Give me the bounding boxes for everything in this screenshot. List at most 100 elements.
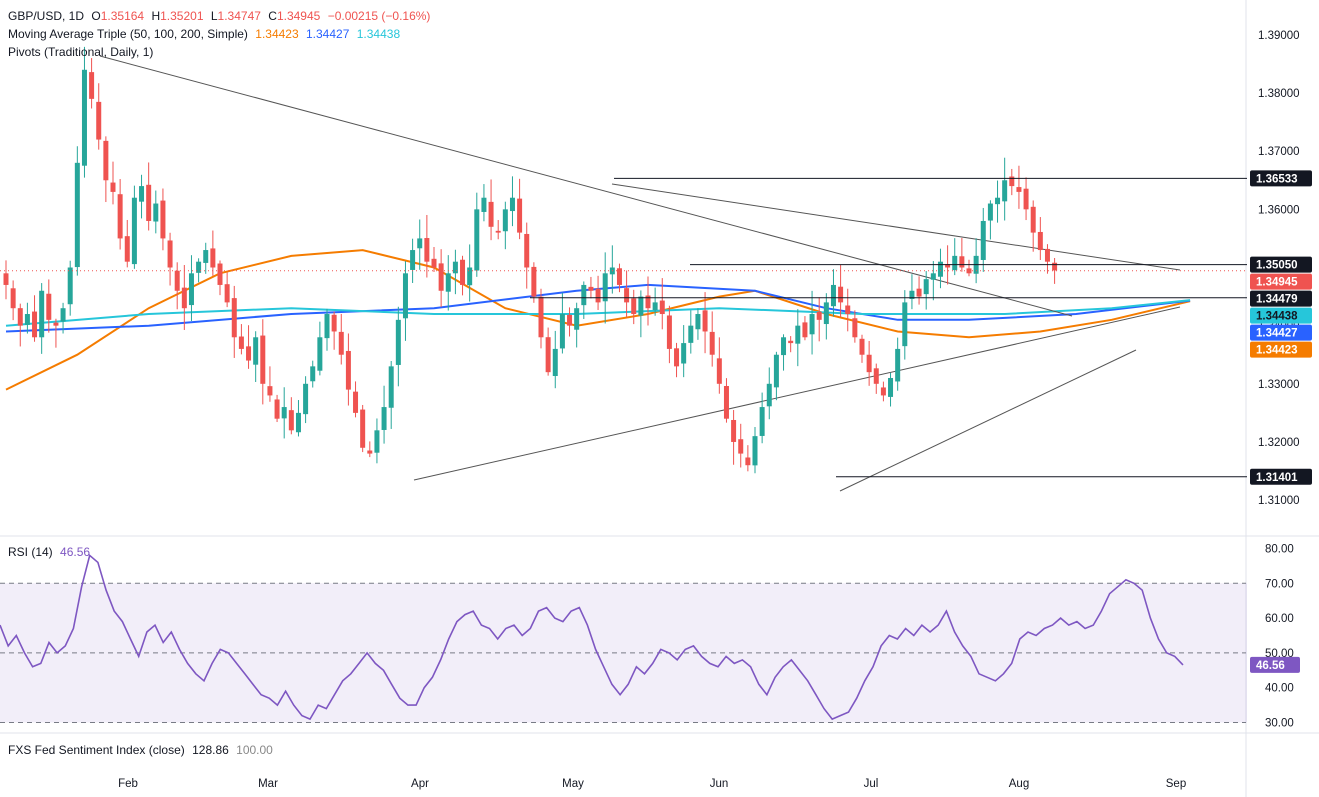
candle-body xyxy=(952,255,958,271)
candle-body xyxy=(959,256,965,268)
candle-body xyxy=(766,383,772,407)
rsi-line xyxy=(0,553,1184,721)
candle-body xyxy=(60,308,66,322)
candle-body xyxy=(167,240,173,268)
candle-body xyxy=(645,295,651,309)
candle-body xyxy=(274,399,280,419)
candle-body xyxy=(153,203,159,222)
pivots-legend[interactable]: Pivots (Traditional, Daily, 1) xyxy=(8,44,157,60)
candle-body xyxy=(3,273,9,285)
rsi-tick-label: 70.00 xyxy=(1265,578,1294,590)
time-tick-label: Sep xyxy=(1166,778,1186,790)
candle-body xyxy=(588,286,594,291)
candle-body xyxy=(324,314,330,339)
candle-body xyxy=(67,267,73,305)
high-label: H xyxy=(151,9,161,23)
candle-body xyxy=(1030,206,1036,233)
candle-body xyxy=(723,386,729,419)
candle-body xyxy=(131,197,137,265)
candle-body xyxy=(317,337,323,371)
candle-body xyxy=(1023,188,1029,210)
candle-body xyxy=(488,201,494,227)
price-tag-label: 1.36533 xyxy=(1256,173,1298,185)
candle-body xyxy=(595,288,601,303)
fxs-label: FXS Fed Sentiment Index (close) xyxy=(8,743,185,757)
candle-body xyxy=(445,273,451,292)
price-tag-badge xyxy=(1250,273,1312,290)
price-tick-label: 1.32000 xyxy=(1258,437,1300,449)
low-label: L xyxy=(210,9,218,23)
price-tag-label: 1.34427 xyxy=(1256,328,1298,340)
price-tag-badge xyxy=(1250,307,1312,324)
candle-body xyxy=(139,186,145,202)
candle-body xyxy=(246,346,252,361)
ma50-value: 1.34423 xyxy=(255,27,299,41)
trendline xyxy=(611,183,1181,271)
price-tag-badge xyxy=(1250,290,1312,307)
candle-body xyxy=(331,314,337,332)
candle-body xyxy=(909,290,915,299)
candle-body xyxy=(360,409,366,448)
candle-body xyxy=(509,197,515,212)
candle-body xyxy=(310,366,316,382)
price-tick-label: 1.36000 xyxy=(1258,204,1300,216)
candle-body xyxy=(688,325,694,343)
candle-body xyxy=(902,302,908,347)
candle-body xyxy=(895,348,901,382)
candle-body xyxy=(945,264,951,268)
candle-body xyxy=(602,273,608,302)
candle-body xyxy=(638,296,644,316)
candle-body xyxy=(795,325,801,344)
price-tag-badge xyxy=(1250,256,1312,273)
ma200-value: 1.34438 xyxy=(356,27,401,41)
rsi-tick-label: 30.00 xyxy=(1265,718,1294,730)
candle-body xyxy=(231,298,237,338)
time-tick-label: Apr xyxy=(411,778,429,790)
candle-body xyxy=(46,293,52,320)
candle-body xyxy=(160,200,166,239)
candle-body xyxy=(987,203,993,221)
ma-legend[interactable]: Moving Average Triple (50, 100, 200, Sim… xyxy=(8,26,404,42)
candle-body xyxy=(395,319,401,365)
rsi-legend[interactable]: RSI (14) 46.56 xyxy=(8,544,94,560)
candle-body xyxy=(923,279,929,295)
candle-body xyxy=(574,308,580,330)
candle-body xyxy=(695,314,701,330)
time-axis[interactable]: Feb Mar Apr May Jun Jul Aug Sep xyxy=(118,778,1186,790)
candle-body xyxy=(616,268,622,285)
candle-body xyxy=(838,286,844,303)
candle-body xyxy=(773,354,779,388)
candle-body xyxy=(417,238,423,249)
candle-body xyxy=(74,162,80,268)
candle-body xyxy=(1016,187,1022,192)
symbol-legend[interactable]: GBP/USD, 1D O1.35164 H1.35201 L1.34747 C… xyxy=(8,8,434,24)
candle-body xyxy=(238,336,244,349)
open-value: 1.35164 xyxy=(100,9,145,23)
candle-body xyxy=(823,302,829,325)
candle-body xyxy=(174,270,180,291)
candle-body xyxy=(89,72,95,99)
candle-body xyxy=(281,407,287,419)
price-tag-badge xyxy=(1250,341,1312,358)
change-value: −0.00215 (−0.16%) xyxy=(327,9,431,23)
time-tick-label: Jul xyxy=(864,778,879,790)
candle-body xyxy=(224,284,230,303)
candle-body xyxy=(196,261,202,273)
candle-body xyxy=(345,350,351,390)
candle-body xyxy=(674,348,680,367)
price-tag-label: 1.35050 xyxy=(1256,260,1298,272)
fxs-legend[interactable]: FXS Fed Sentiment Index (close) 128.86 1… xyxy=(8,742,277,758)
candle-body xyxy=(852,318,858,338)
candle-body xyxy=(937,261,943,277)
candle-body xyxy=(788,340,794,344)
candle-body xyxy=(524,233,530,268)
candle-body xyxy=(353,391,359,413)
candle-body xyxy=(1052,262,1058,271)
price-tag-badge xyxy=(1250,468,1312,485)
candle-body xyxy=(367,450,373,454)
candle-body xyxy=(481,197,487,212)
candle-body xyxy=(81,69,87,166)
trendline xyxy=(839,349,1137,492)
